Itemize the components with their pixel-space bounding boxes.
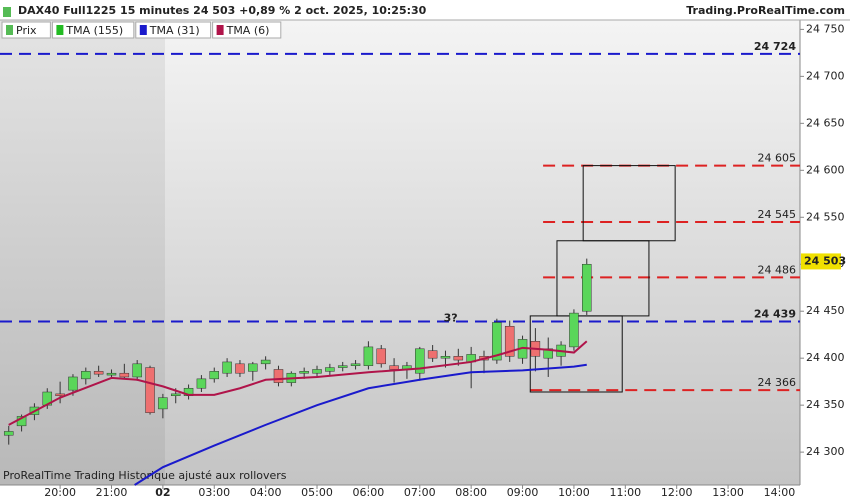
x-tick-label: 11:00 bbox=[609, 486, 641, 499]
candle-body bbox=[376, 348, 386, 365]
legend-item bbox=[212, 21, 282, 39]
x-tick-label: 21:00 bbox=[96, 486, 128, 499]
x-tick-label: 03:00 bbox=[198, 486, 230, 499]
candle-body bbox=[222, 361, 232, 374]
legend-label: TMA (31) bbox=[149, 24, 200, 37]
legend-label: TMA (6) bbox=[226, 24, 270, 37]
candle-body bbox=[260, 359, 271, 365]
legend-label: Prix bbox=[16, 24, 37, 37]
moving-average bbox=[8, 340, 588, 426]
zone-box bbox=[582, 165, 676, 242]
legend-swatch bbox=[6, 25, 13, 35]
candle-body bbox=[504, 325, 515, 357]
session-background bbox=[0, 20, 165, 485]
legend: Prix TMA (155) TMA (31) TMA (6) bbox=[1, 21, 282, 39]
y-tick-label: 24 650 bbox=[806, 116, 845, 129]
candle-body bbox=[415, 348, 425, 374]
candle-body bbox=[93, 371, 104, 375]
candle-body bbox=[55, 393, 65, 397]
candle-body bbox=[389, 365, 399, 370]
y-tick-label: 24 750 bbox=[806, 22, 845, 35]
moving-average bbox=[134, 363, 587, 486]
price-tag-label: 24 503 bbox=[804, 254, 846, 267]
y-tick-label: 24 550 bbox=[806, 210, 845, 223]
x-tick-label: 06:00 bbox=[353, 486, 385, 499]
candle-body bbox=[363, 346, 374, 366]
legend-swatch bbox=[56, 25, 64, 35]
level-label: 24 439 bbox=[754, 308, 796, 321]
candle-body bbox=[299, 371, 309, 374]
candle-body bbox=[209, 371, 220, 380]
candle-body bbox=[350, 363, 361, 366]
candle-body bbox=[132, 363, 142, 378]
candle-body bbox=[337, 365, 348, 368]
candle-body bbox=[68, 376, 78, 391]
legend-item bbox=[1, 21, 51, 39]
candle-body bbox=[248, 363, 258, 372]
level-label: 24 366 bbox=[758, 376, 797, 389]
candle-body bbox=[119, 372, 130, 378]
legend-label: TMA (155) bbox=[65, 24, 123, 37]
level-label: 24 486 bbox=[758, 263, 797, 276]
candle-body bbox=[440, 356, 451, 359]
y-tick-label: 24 700 bbox=[806, 69, 845, 82]
candle-body bbox=[312, 369, 322, 374]
candle-body bbox=[196, 378, 207, 389]
candle-body bbox=[81, 371, 91, 380]
x-tick-label: 10:00 bbox=[558, 486, 590, 499]
y-tick-label: 24 350 bbox=[806, 398, 845, 411]
candle-body bbox=[158, 397, 168, 410]
x-tick-label: 14:00 bbox=[764, 486, 796, 499]
candle-body bbox=[145, 367, 155, 413]
legend-item bbox=[135, 21, 212, 39]
level-label: 24 724 bbox=[754, 40, 796, 53]
x-tick-label: 02 bbox=[155, 486, 170, 499]
candle-body bbox=[3, 431, 14, 436]
candle-body bbox=[582, 263, 592, 312]
candle-body bbox=[325, 367, 335, 372]
price-tag bbox=[801, 253, 841, 270]
candle-body bbox=[273, 369, 284, 383]
footer: ProRealTime Trading Historique ajusté au… bbox=[3, 469, 287, 482]
legend-item bbox=[51, 21, 135, 39]
legend-swatch bbox=[139, 25, 147, 35]
x-tick-label: 09:00 bbox=[507, 486, 539, 499]
annotation: 3? bbox=[444, 312, 458, 325]
x-tick-label: 04:00 bbox=[250, 486, 282, 499]
x-tick-label: 12:00 bbox=[661, 486, 693, 499]
y-tick-label: 24 400 bbox=[806, 351, 845, 364]
candle-body bbox=[492, 322, 502, 361]
x-tick-label: 20:00 bbox=[44, 486, 76, 499]
x-tick-label: 08:00 bbox=[455, 486, 487, 499]
candle-body bbox=[235, 363, 245, 374]
axis-background bbox=[800, 0, 850, 500]
level-label: 24 605 bbox=[758, 152, 797, 165]
level-label: 24 545 bbox=[758, 208, 797, 221]
y-tick-label: 24 300 bbox=[806, 445, 845, 458]
source: Trading.ProRealTime.com bbox=[686, 4, 845, 17]
y-tick-label: 24 450 bbox=[806, 304, 845, 317]
x-tick-label: 05:00 bbox=[301, 486, 333, 499]
chart-title: DAX40 Full1225 15 minutes 24 503 +0,89 %… bbox=[18, 4, 427, 17]
legend-swatch bbox=[216, 25, 224, 35]
candle-body bbox=[170, 393, 181, 397]
y-tick-label: 24 600 bbox=[806, 163, 845, 176]
logo bbox=[3, 7, 11, 17]
candle-body bbox=[106, 372, 117, 376]
candle-body bbox=[427, 350, 438, 359]
x-tick-label: 07:00 bbox=[404, 486, 436, 499]
x-tick-label: 13:00 bbox=[712, 486, 744, 499]
candle-body bbox=[453, 356, 464, 361]
candle-body bbox=[569, 312, 579, 348]
